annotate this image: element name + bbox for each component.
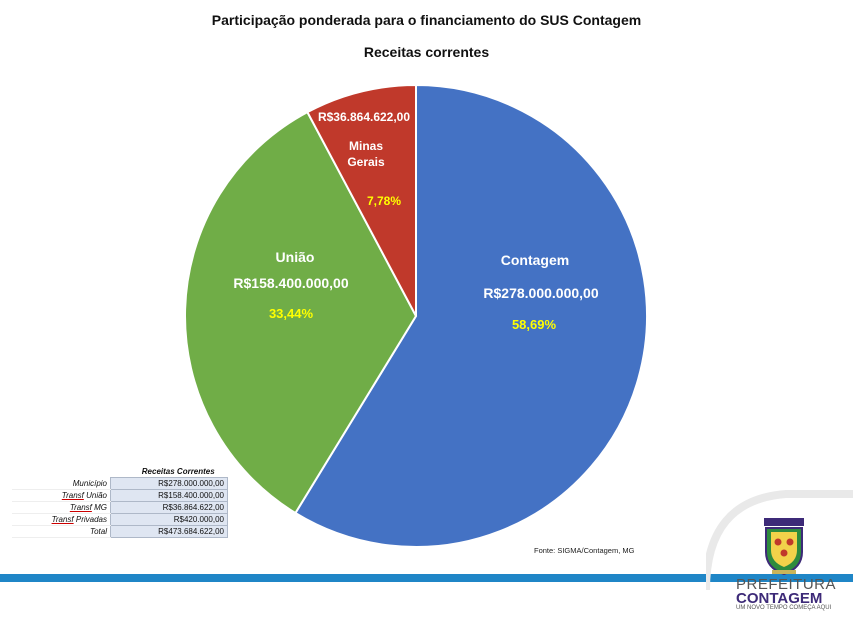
table-row: Total R$473.684.622,00 [12,525,228,538]
slice-value-uniao: R$158.400.000,00 [233,275,348,291]
prefeitura-logo: PREFEITURA CONTAGEM UM NOVO TEMPO COMEÇA… [702,490,853,612]
table-row-label: Transf MG [12,501,111,514]
slice-label-mg-1: Minas [349,139,383,153]
table-row-value: R$36.864.622,00 [110,501,228,514]
logo-shape [702,490,853,591]
slice-percent-uniao: 33,44% [269,306,314,321]
revenue-table: Receitas Correntes Município R$278.000.00… [12,466,228,538]
slice-label-mg-2: Gerais [347,155,385,169]
table-row-label: Total [12,525,111,538]
slice-label-contagem: Contagem [501,252,569,268]
table-row-value: R$473.684.622,00 [110,525,228,538]
slice-percent-contagem: 58,69% [512,317,557,332]
pie-slice-3 [306,83,417,317]
source-note: Fonte: SIGMA/Contagem, MG [534,546,635,555]
table-caption: Receitas Correntes [141,467,215,476]
table-row-value: R$278.000.000,00 [110,477,228,490]
pie-slice-2 [184,110,418,515]
table-row-value: R$420.000,00 [110,513,228,526]
footer-bar [0,574,853,582]
chart-title: Participação ponderada para o financiame… [211,12,642,28]
pie-slice-1 [294,83,648,548]
logo-tagline: UM NOVO TEMPO COMEÇA AQUI [736,605,832,611]
logo-text-prefeitura: PREFEITURA [736,576,837,593]
table-row: Transf Privadas R$420.000,00 [12,513,228,526]
chart-subtitle: Receitas correntes [363,44,490,60]
table-row-value: R$158.400.000,00 [110,489,228,502]
slice-value-mg: R$36.864.622,00 [318,110,410,124]
table-row-label: Transf Privadas [12,513,111,526]
slice-value-contagem: R$278.000.000,00 [483,285,598,301]
table-row: Transf MG R$36.864.622,00 [12,501,228,514]
table-row-label: Município [12,477,111,490]
slice-percent-mg: 7,78% [367,194,401,208]
slice-label-uniao: União [276,249,315,265]
table-row: Município R$278.000.000,00 [12,477,228,490]
table-row-label: Transf União [12,489,111,502]
logo-text-contagem: CONTAGEM [736,590,823,607]
table-row: Transf União R$158.400.000,00 [12,489,228,502]
